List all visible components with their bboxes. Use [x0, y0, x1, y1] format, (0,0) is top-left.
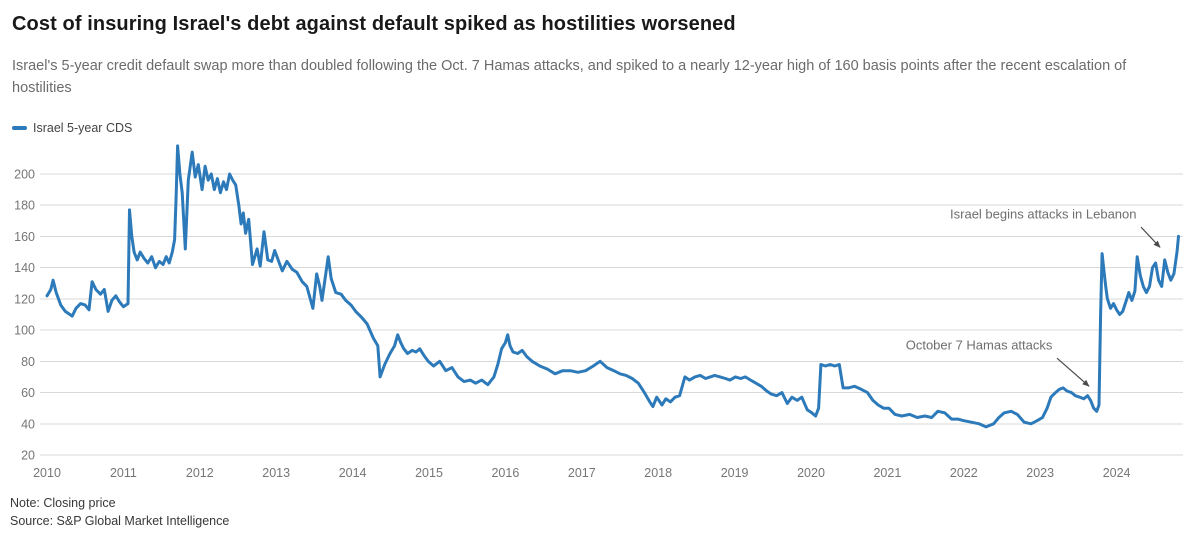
x-tick-label: 2011 [110, 466, 137, 480]
y-tick-label: 40 [21, 417, 35, 431]
chart-footer: Note: Closing price Source: S&P Global M… [10, 495, 229, 530]
source-text: Source: S&P Global Market Intelligence [10, 513, 230, 528]
chart-subtitle: Israel's 5-year credit default swap more… [12, 58, 1127, 96]
annotation-arrow [1140, 226, 1161, 248]
page-title: Cost of insuring Israel's debt against d… [12, 13, 736, 35]
annotation-label: Israel begins attacks in Lebanon [950, 207, 1136, 222]
cds-line [45, 144, 1180, 429]
x-tick-label: 2019 [721, 466, 749, 480]
legend: Israel 5-year CDS [12, 121, 132, 135]
y-tick-label: 120 [14, 292, 35, 306]
x-tick-label: 2014 [339, 466, 367, 480]
annotation-label: October 7 Hamas attacks [906, 338, 1053, 353]
x-tick-label: 2012 [186, 466, 214, 480]
y-tick-label: 80 [21, 355, 35, 369]
annotation-arrow [1056, 357, 1090, 387]
y-tick-label: 100 [14, 324, 35, 338]
x-tick-label: 2022 [950, 466, 978, 480]
legend-swatch-icon [12, 126, 27, 130]
legend-label: Israel 5-year CDS [33, 121, 133, 135]
y-tick-label: 60 [21, 386, 35, 400]
y-tick-label: 140 [14, 261, 35, 275]
x-tick-label: 2018 [644, 466, 672, 480]
x-tick-label: 2024 [1103, 466, 1131, 480]
x-tick-label: 2013 [262, 466, 290, 480]
x-tick-label: 2023 [1026, 466, 1054, 480]
x-tick-label: 2010 [33, 466, 61, 480]
x-tick-label: 2015 [415, 466, 443, 480]
y-tick-label: 180 [14, 199, 35, 213]
x-tick-label: 2017 [568, 466, 596, 480]
y-tick-label: 20 [21, 449, 35, 463]
y-tick-label: 160 [14, 230, 35, 244]
y-tick-label: 200 [14, 168, 35, 182]
note-text: Note: Closing price [10, 496, 116, 510]
x-tick-label: 2016 [491, 466, 519, 480]
x-tick-label: 2021 [873, 466, 901, 480]
x-tick-label: 2020 [797, 466, 825, 480]
